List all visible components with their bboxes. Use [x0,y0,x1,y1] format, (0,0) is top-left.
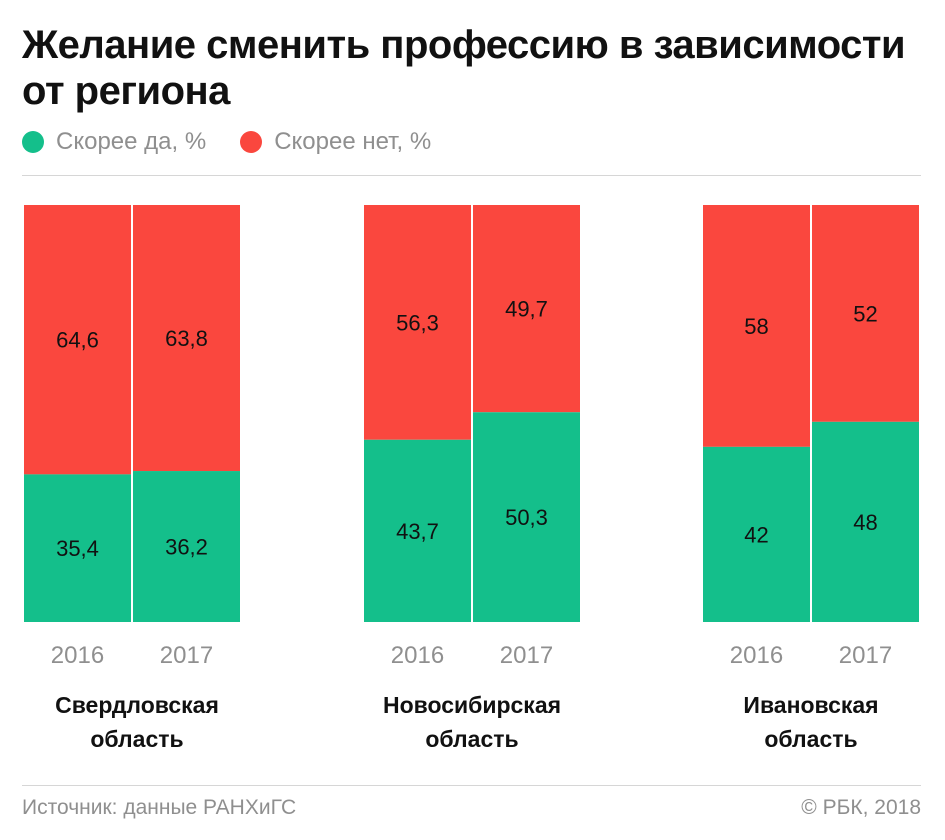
copyright-note: © РБК, 2018 [801,796,921,819]
region-label-ivanovo: Ивановская область [681,688,941,756]
region-label-line2: область [764,726,858,752]
region-label-line2: область [425,726,519,752]
bar-segment-yes [812,421,919,622]
bar-segment-yes [703,446,810,622]
region-label-sverdlovsk: Свердловская область [7,688,267,756]
data-label-yes: 36,2 [165,535,208,560]
data-label-yes: 50,3 [505,505,548,530]
data-label-no: 56,3 [396,310,439,335]
bar-segment-no [24,205,131,475]
stacked-bar-chart: 64,6 35,4 2016 63,8 36,2 2017 56,3 43,7 2016 49,7… [24,205,919,669]
region-label-line1: Ивановская [743,692,879,718]
bar-segment-yes [364,439,471,622]
legend-swatch-no [240,131,263,153]
data-label-yes: 42 [744,522,768,547]
top-divider [22,175,921,176]
bar-segment-yes [473,412,580,622]
bar-segment-no [133,205,240,472]
data-label-no: 64,6 [56,328,99,353]
data-label-yes: 35,4 [56,536,99,561]
data-label-no: 49,7 [505,297,548,322]
legend: Скорее да, % Скорее нет, % [22,128,465,156]
data-label-no: 52 [853,301,877,326]
x-tick-label: 2016 [391,642,444,669]
region-label-line1: Свердловская [55,692,219,718]
bar-segment-yes [133,471,240,622]
data-label-no: 58 [744,314,768,339]
bar-segment-no [812,205,919,422]
region-label-line2: область [90,726,184,752]
bar-segment-yes [24,474,131,622]
legend-item-yes: Скорее да, % [22,128,206,156]
data-label-no: 63,8 [165,326,208,351]
legend-item-no: Скорее нет, % [240,128,431,156]
x-tick-label: 2016 [730,642,783,669]
chart-title: Желание сменить профессию в зависимости … [22,23,906,113]
x-tick-label: 2017 [500,642,553,669]
bar-segment-no [364,205,471,440]
data-label-yes: 43,7 [396,519,439,544]
source-note: Источник: данные РАНХиГС [22,796,297,819]
region-label-novosibirsk: Новосибирская область [342,688,602,756]
legend-label-yes: Скорее да, % [56,128,207,155]
bar-segment-no [473,205,580,413]
bottom-divider [22,785,921,786]
x-tick-label: 2017 [160,642,213,669]
legend-swatch-yes [22,131,44,153]
bar-segment-no [703,205,810,447]
x-tick-label: 2016 [51,642,104,669]
x-tick-label: 2017 [839,642,892,669]
legend-label-no: Скорее нет, % [274,128,432,155]
region-label-line1: Новосибирская [382,692,562,718]
data-label-yes: 48 [853,510,877,535]
